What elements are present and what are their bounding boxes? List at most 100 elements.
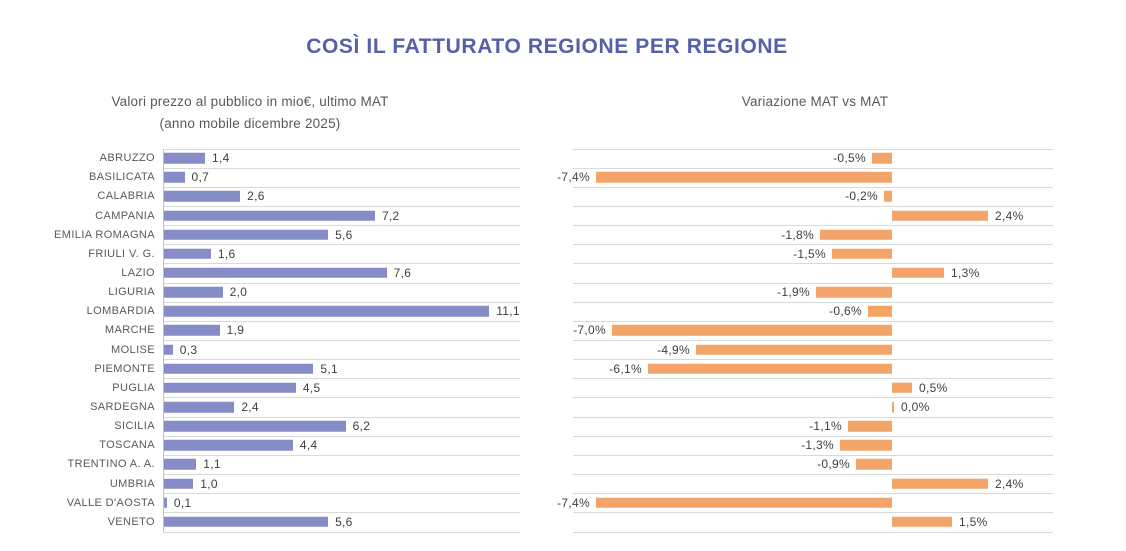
- value-bar: [164, 401, 235, 413]
- value-bar: [164, 459, 197, 470]
- variation-label: -6,1%: [609, 361, 642, 376]
- value-label: 5,6: [335, 514, 353, 529]
- left-chart-gridline: [163, 397, 520, 399]
- variation-bar: [872, 152, 892, 164]
- region-label: CAMPANIA: [95, 209, 155, 222]
- variation-bar: [696, 344, 892, 355]
- variation-label: -0,9%: [817, 457, 850, 472]
- variation-bar: [840, 440, 892, 451]
- right-chart-subtitle: Variazione MAT vs MAT: [615, 91, 1015, 113]
- right-chart-gridline: [573, 435, 1053, 437]
- left-chart-axis-line: [163, 148, 164, 532]
- left-chart-gridline: [163, 340, 520, 341]
- value-bar: [164, 440, 293, 451]
- region-label: SICILIA: [114, 420, 155, 433]
- right-chart-gridline: [573, 359, 1053, 361]
- right-chart-gridline: [573, 512, 1053, 514]
- region-label: ABRUZZO: [99, 152, 155, 165]
- variation-bar: [848, 420, 892, 432]
- variation-bar: [648, 363, 892, 374]
- right-chart-gridline: [573, 301, 1053, 303]
- right-chart-gridline: [573, 205, 1053, 207]
- left-chart-gridline: [163, 225, 520, 227]
- variation-label: -7,4%: [557, 495, 590, 510]
- value-bar: [164, 248, 211, 260]
- left-chart-subtitle: Valori prezzo al pubblico in mio€, ultim…: [40, 91, 460, 135]
- region-label: EMILIA ROMAGNA: [54, 228, 155, 241]
- right-chart-gridline: [573, 416, 1053, 418]
- variation-label: 0,5%: [919, 380, 948, 395]
- value-bar: [164, 363, 314, 374]
- value-bar: [164, 229, 329, 240]
- value-bar: [164, 478, 194, 489]
- value-bar: [164, 306, 490, 317]
- variation-bar: [832, 248, 892, 260]
- left-chart-gridline: [163, 205, 520, 207]
- left-chart-gridline: [163, 263, 520, 265]
- value-bar: [164, 191, 241, 202]
- left-chart-gridline: [163, 282, 520, 284]
- right-chart-gridline: [573, 493, 1053, 495]
- variation-bar: [612, 325, 892, 336]
- value-label: 0,3: [179, 342, 198, 357]
- variation-bar: [596, 497, 892, 509]
- value-bar: [164, 420, 346, 432]
- value-label: 5,1: [320, 361, 339, 376]
- variation-label: -1,3%: [801, 438, 834, 453]
- left-chart-gridline: [163, 531, 520, 533]
- variation-label: 0,0%: [901, 400, 930, 415]
- variation-bar: [892, 382, 912, 394]
- value-bar: [164, 286, 223, 298]
- value-label: 1,4: [212, 151, 230, 166]
- value-bar: [164, 344, 173, 355]
- region-label: CALABRIA: [97, 190, 155, 203]
- value-label: 7,2: [381, 208, 400, 223]
- region-label: MARCHE: [104, 324, 155, 337]
- variation-label: 1,5%: [959, 514, 988, 529]
- left-chart-gridline: [163, 454, 520, 456]
- region-label: TOSCANA: [99, 439, 155, 452]
- left-chart-subtitle-line1: Valori prezzo al pubblico in mio€, ultim…: [111, 94, 389, 109]
- value-label: 4,5: [302, 380, 321, 395]
- left-chart-gridline: [163, 493, 520, 495]
- region-label: LOMBARDIA: [86, 305, 155, 318]
- right-chart-gridline: [573, 225, 1053, 227]
- variation-bar: [816, 286, 892, 298]
- left-chart-gridline: [163, 320, 520, 322]
- variation-bar: [820, 229, 892, 240]
- variation-label: -7,0%: [573, 323, 606, 338]
- value-label: 1,0: [200, 476, 218, 491]
- variation-label: -1,9%: [777, 285, 810, 300]
- region-label: MOLISE: [111, 343, 155, 356]
- region-label: TRENTINO A. A.: [67, 458, 155, 471]
- value-bar: [164, 152, 206, 164]
- left-chart-gridline: [163, 186, 520, 188]
- left-chart-gridline: [163, 244, 520, 246]
- region-label: UMBRIA: [109, 477, 155, 490]
- value-label: 0,1: [173, 495, 192, 510]
- left-chart-gridline: [163, 378, 520, 380]
- variation-bar: [892, 516, 952, 528]
- value-bar: [164, 516, 329, 528]
- value-label: 4,4: [299, 438, 318, 453]
- left-chart-gridline: [163, 512, 520, 514]
- value-bar: [164, 382, 296, 394]
- left-chart-gridline: [163, 435, 520, 437]
- value-label: 2,6: [247, 189, 265, 204]
- right-chart-subtitle-line1: Variazione MAT vs MAT: [741, 94, 889, 109]
- value-label: 0,7: [191, 170, 210, 185]
- value-label: 6,2: [352, 419, 371, 434]
- value-label: 5,6: [335, 227, 353, 242]
- variation-bar: [892, 401, 894, 413]
- variation-label: -1,5%: [793, 246, 826, 261]
- value-label: 7,6: [393, 265, 412, 280]
- right-chart-gridline: [573, 340, 1053, 341]
- right-chart-gridline: [573, 378, 1053, 380]
- region-label: PUGLIA: [112, 381, 155, 394]
- value-label: 11,1: [496, 304, 520, 319]
- variation-bar: [892, 267, 944, 279]
- right-chart-gridline: [573, 263, 1053, 265]
- variation-label: -0,5%: [833, 151, 866, 166]
- right-chart-gridline: [573, 320, 1053, 322]
